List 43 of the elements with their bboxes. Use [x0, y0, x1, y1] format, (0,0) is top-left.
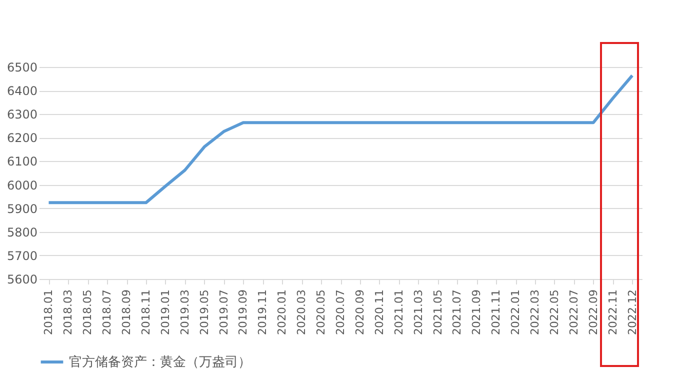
x-tick-label: 2020.03 — [295, 290, 308, 335]
y-tick-label: 6000 — [6, 178, 38, 192]
line-series — [47, 74, 634, 204]
x-tick-label: 2021.11 — [490, 290, 503, 335]
x-tick-label: 2020.01 — [276, 290, 289, 335]
x-tick-label: 2021.03 — [412, 290, 425, 335]
legend-label: 官方储备资产：黄金（万盎司） — [69, 354, 251, 370]
y-tick-label: 6500 — [6, 60, 38, 74]
x-tick-label: 2018.07 — [100, 290, 114, 335]
y-tick-label: 5900 — [6, 202, 38, 216]
x-tick-label: 2019.01 — [158, 290, 172, 335]
x-tick-label: 2022.09 — [586, 290, 600, 335]
x-tick-label: 2021.05 — [431, 290, 444, 335]
x-tick-label: 2018.09 — [120, 290, 134, 335]
x-tick-label: 2021.01 — [392, 290, 406, 335]
x-tick-label: 2020.09 — [353, 290, 366, 335]
x-tick-label: 2022.12 — [626, 290, 639, 335]
x-tick-label: 2020.11 — [372, 290, 386, 335]
x-tick-label: 2020.05 — [314, 290, 328, 335]
x-tick-label: 2022.01 — [509, 290, 522, 335]
x-tick-label: 2022.11 — [606, 290, 620, 335]
x-tick-label: 2019.03 — [178, 290, 192, 335]
y-tick-label: 6300 — [6, 108, 38, 122]
y-tick-label: 5600 — [6, 272, 38, 286]
x-tick-label: 2021.07 — [450, 290, 464, 335]
x-tick-label: 2020.07 — [334, 290, 347, 335]
y-tick-label: 5800 — [6, 225, 38, 240]
x-tick-label: 2018.03 — [62, 290, 75, 335]
y-tick-label: 5700 — [6, 248, 38, 263]
x-tick-label: 2022.05 — [548, 290, 561, 335]
x-tick-label: 2018.05 — [81, 290, 94, 335]
x-tick-label: 2018.11 — [139, 290, 152, 335]
x-tick-label: 2019.05 — [198, 290, 211, 335]
x-tick-label: 2021.09 — [470, 290, 484, 335]
x-tick-label: 2022.07 — [567, 290, 580, 335]
x-tick-label: 2018.01 — [42, 290, 56, 335]
y-tick-label: 6100 — [6, 154, 38, 169]
y-tick-label: 6400 — [6, 84, 38, 98]
y-tick-label: 6200 — [6, 131, 38, 146]
x-tick-label: 2019.09 — [236, 290, 250, 335]
x-tick-label: 2019.07 — [217, 290, 230, 335]
x-tick-label: 2022.03 — [528, 290, 542, 335]
x-tick-label: 2019.11 — [256, 290, 270, 335]
